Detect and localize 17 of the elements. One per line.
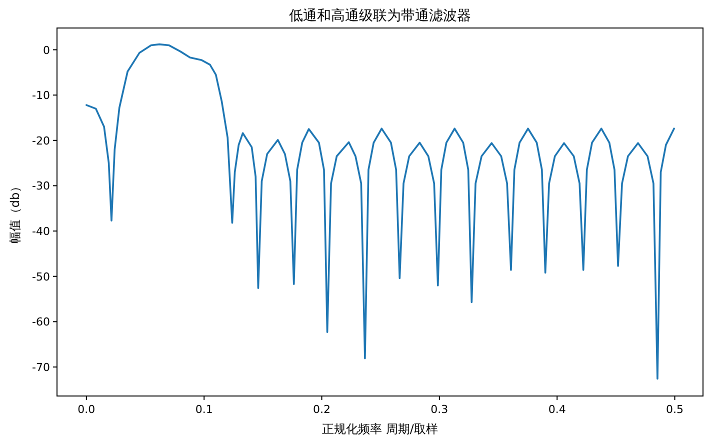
x-tick-label: 0.3 xyxy=(430,403,448,416)
x-tick-label: 0.1 xyxy=(195,403,213,416)
x-tick-label: 0.2 xyxy=(313,403,331,416)
chart-title: 低通和高通级联为带通滤波器 xyxy=(289,8,471,24)
y-tick-label: -30 xyxy=(32,180,50,193)
x-tick-label: 0.5 xyxy=(666,403,684,416)
y-axis-title: 幅值（db） xyxy=(8,180,22,244)
y-tick-label: -10 xyxy=(32,89,50,102)
y-tick-label: -50 xyxy=(32,270,50,284)
y-tick-label: -70 xyxy=(32,360,50,374)
x-axis-title: 正规化频率 周期/取样 xyxy=(322,422,438,436)
y-tick-label: -20 xyxy=(32,134,50,148)
y-tick-label: -60 xyxy=(32,316,50,329)
y-tick-label: 0 xyxy=(43,44,50,57)
x-tick-label: 0.0 xyxy=(78,403,96,416)
y-tick-label: -40 xyxy=(32,225,50,238)
x-tick-label: 0.4 xyxy=(548,403,566,416)
